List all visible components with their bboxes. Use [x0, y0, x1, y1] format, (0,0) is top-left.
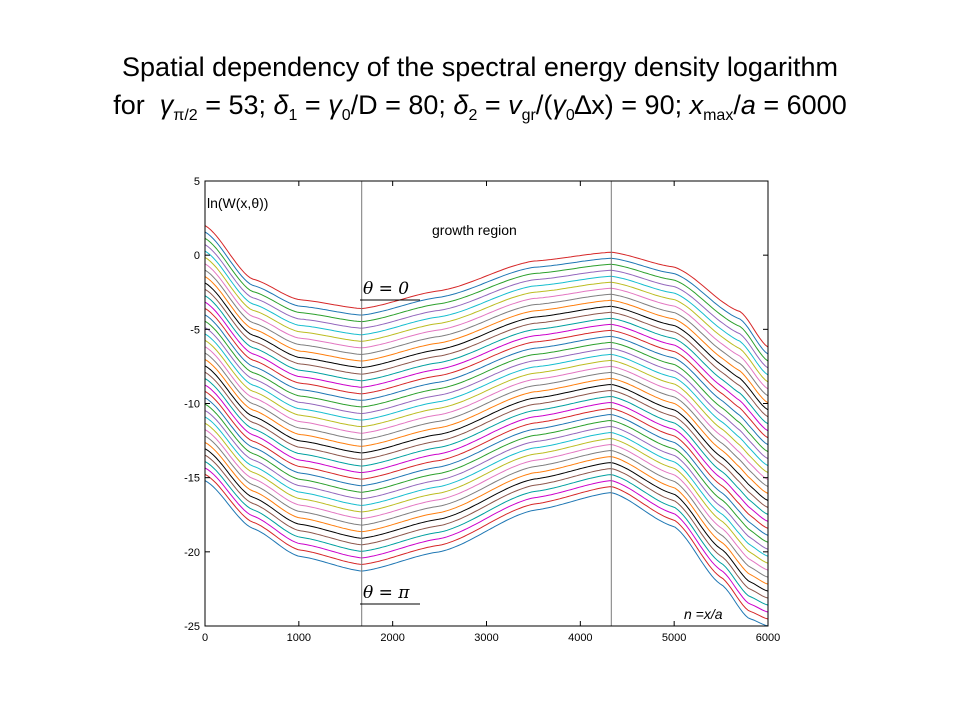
curve-21: [204, 358, 769, 494]
curve-0: [204, 225, 769, 348]
x-tick-label-4: 4000: [568, 632, 592, 644]
y-tick-label-5: 0: [194, 250, 200, 262]
curve-14: [204, 314, 769, 446]
x-tick-label-5: 5000: [662, 632, 686, 644]
theta-zero-label: θ = 0: [363, 279, 409, 299]
y-tick-label-6: 5: [194, 176, 200, 188]
curve-25: [204, 384, 769, 522]
title-gamma0-sub: 0: [341, 107, 351, 124]
curve-29: [204, 410, 769, 550]
curve-10: [204, 288, 769, 418]
curve-19: [204, 346, 769, 481]
curve-24: [204, 378, 769, 515]
x-axis-label: n =x/a: [684, 606, 723, 622]
title-part1: = 53;: [197, 90, 274, 120]
title-gamma0b-sub: 0: [565, 107, 575, 124]
curve-1: [204, 231, 769, 355]
title-gamma0: γ: [328, 90, 342, 120]
title-delta2: δ: [453, 90, 469, 120]
curve-18: [204, 339, 769, 474]
curve-7: [204, 269, 769, 397]
curve-37: [204, 461, 769, 606]
curve-39: [204, 473, 769, 620]
curve-11: [204, 295, 769, 425]
chart-title-line-1: Spatial dependency of the spectral energ…: [122, 52, 838, 82]
curve-23: [204, 371, 769, 508]
curve-3: [204, 244, 769, 369]
curve-16: [204, 327, 769, 460]
title-a: a: [740, 90, 756, 120]
chart-title-line-2: for γπ/2 = 53; δ1 = γ0/D = 80; δ2 = vgr/…: [0, 90, 960, 124]
curve-22: [204, 365, 769, 501]
growth-region-label: growth region: [432, 222, 517, 238]
curve-20: [204, 352, 769, 488]
curve-9: [204, 282, 769, 411]
title-x: x: [689, 90, 704, 120]
curve-12: [204, 301, 769, 432]
curve-35: [204, 448, 769, 592]
y-tick-label-4: -5: [190, 324, 200, 336]
curve-40: [204, 480, 769, 627]
curve-4: [204, 250, 769, 376]
title-v-sub: gr: [521, 107, 536, 124]
title-delta2-sub: 2: [468, 107, 478, 124]
title-v: v: [508, 90, 522, 120]
curve-34: [204, 441, 769, 585]
title-delta1-sub: 1: [288, 107, 298, 124]
curve-28: [204, 403, 769, 543]
title-gamma: γ: [159, 90, 174, 120]
title-part7: /: [733, 90, 741, 120]
curve-17: [204, 333, 769, 467]
title-gamma0b: γ: [552, 90, 566, 120]
title-part2: =: [297, 90, 329, 120]
curve-33: [204, 435, 769, 578]
y-tick-label-3: -10: [184, 399, 200, 411]
x-tick-label-6: 6000: [756, 632, 780, 644]
axis-ticks: 0 1000 2000 3000 4000 5000 6000 -25 -20 -15 -10 -5 0…: [184, 176, 780, 644]
y-tick-label-2: -15: [184, 473, 200, 485]
title-gamma-sub: π/2: [173, 107, 198, 124]
title-for: for: [113, 90, 145, 120]
curve-15: [204, 320, 769, 453]
title-part3: /D = 80;: [350, 90, 454, 120]
x-tick-label-1: 1000: [287, 632, 311, 644]
y-tick-label-1: -20: [184, 547, 200, 559]
curve-30: [204, 416, 769, 557]
title-part6: ∆x) = 90;: [574, 90, 690, 120]
title-x-sub: max: [703, 107, 734, 124]
curve-32: [204, 429, 769, 571]
curve-family: [204, 225, 769, 627]
curve-2: [204, 237, 769, 362]
region-boundaries: [361, 181, 612, 626]
title-part5: /(: [535, 90, 553, 120]
title-part8: = 6000: [755, 90, 847, 120]
y-axis-label: ln(W(x,θ)): [207, 195, 268, 211]
curve-6: [204, 263, 769, 390]
curve-36: [204, 454, 769, 599]
curve-26: [204, 390, 769, 529]
curve-8: [204, 276, 769, 404]
curve-31: [204, 422, 769, 564]
theta-pi-label: θ = π: [363, 583, 410, 603]
curve-5: [204, 256, 769, 383]
curve-13: [204, 307, 769, 439]
y-tick-label-0: -25: [184, 621, 200, 633]
x-tick-label-0: 0: [202, 632, 208, 644]
title-part4: =: [477, 90, 509, 120]
x-tick-label-3: 3000: [474, 632, 498, 644]
title-delta1: δ: [273, 90, 289, 120]
x-tick-label-2: 2000: [380, 632, 404, 644]
curve-27: [204, 397, 769, 536]
curve-38: [204, 467, 769, 613]
